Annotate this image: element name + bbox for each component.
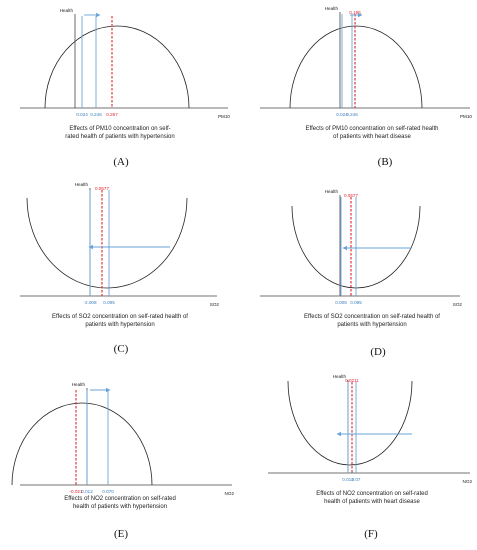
red-turning-point-label: 0.195 xyxy=(349,10,361,15)
panel-letter: (D) xyxy=(370,346,386,358)
health-curve xyxy=(11,402,153,486)
red-turning-point-label: 0.267 xyxy=(106,112,118,117)
blue-threshold-label: 0.245 xyxy=(90,112,102,117)
red-turning-point-label: -0.021 xyxy=(69,489,82,494)
blue-threshold-label: 0.024 xyxy=(336,112,348,117)
x-axis-label: NO2 xyxy=(463,479,473,484)
blue-threshold-label: 0.024 xyxy=(76,112,88,117)
panel-caption-line: Effects of PM10 concentration on self-ra… xyxy=(306,126,439,132)
panel-caption-line: Effects of SO2 concentration on self-rat… xyxy=(52,314,188,320)
panel-caption-line: Effects of PM10 concentration on self- xyxy=(69,126,170,132)
x-axis-label: PM10 xyxy=(218,114,230,119)
health-curve xyxy=(287,380,413,466)
x-axis-label: SO2 xyxy=(210,302,220,307)
y-axis-label: Health xyxy=(333,374,347,379)
blue-threshold-label: 0.008 xyxy=(335,300,347,305)
health-curve xyxy=(26,197,188,289)
blue-threshold-label: 0.095 xyxy=(103,300,115,305)
health-curve xyxy=(44,25,190,109)
panel-caption-line: Effects of NO2 concentration on self-rat… xyxy=(64,496,176,502)
panel-letter: (C) xyxy=(114,343,129,355)
panel-caption-line: Effects of NO2 concentration on self-rat… xyxy=(316,491,428,497)
y-axis-label: Health xyxy=(72,382,86,387)
red-turning-point-label: 0.0211 xyxy=(345,378,359,383)
panel-c: Health SO2 -2.008 0.095 0.0577 Effects of SO2… xyxy=(20,182,219,355)
panel-letter: (A) xyxy=(113,156,129,168)
red-turning-point-label: 0.0577 xyxy=(95,186,109,191)
panel-letter: (F) xyxy=(364,528,378,540)
blue-threshold-label: 0.07 xyxy=(352,477,361,482)
panel-caption-line: health of patients with heart disease xyxy=(324,499,420,505)
y-axis-label: Health xyxy=(60,8,74,13)
blue-threshold-label: 0.012 xyxy=(81,489,93,494)
panel-d: Health SO2 0.008 0.095 0.0577 Effects of SO2 … xyxy=(260,189,462,358)
x-axis-label: NO2 xyxy=(225,491,235,496)
blue-threshold-label: 0.012 xyxy=(342,477,354,482)
health-curve xyxy=(289,25,423,109)
panel-caption-line: patients with hypertension xyxy=(85,322,154,328)
blue-threshold-label: 0.070 xyxy=(102,489,114,494)
y-axis-label: Health xyxy=(325,6,339,11)
panel-a: Health PM10 0.024 0.245 0.267 Effects of PM10… xyxy=(20,8,230,168)
panel-caption-line: health of patients with hypertension xyxy=(73,504,167,510)
panel-caption-line: Effects of SO2 concentration on self-rat… xyxy=(304,314,440,320)
x-axis-label: SO2 xyxy=(453,302,463,307)
blue-threshold-label: 0.095 xyxy=(350,300,362,305)
blue-threshold-label: 0.245 xyxy=(346,112,358,117)
panel-caption-line: rated health of patients with hypertensi… xyxy=(65,134,174,140)
panel-letter: (E) xyxy=(114,528,128,540)
panel-caption-line: patients with hypertension xyxy=(337,322,406,328)
panel-caption-line: of patients with heart disease xyxy=(333,134,411,140)
y-axis-label: Health xyxy=(325,189,339,194)
blue-threshold-label: -2.008 xyxy=(83,300,96,305)
y-axis-label: Health xyxy=(75,182,89,187)
red-turning-point-label: 0.0577 xyxy=(344,193,358,198)
panel-letter: (B) xyxy=(378,156,393,168)
x-axis-label: PM10 xyxy=(460,114,472,119)
panel-e: Health NO2 0.012 0.070 -0.021 Effects of NO2 … xyxy=(11,382,235,540)
